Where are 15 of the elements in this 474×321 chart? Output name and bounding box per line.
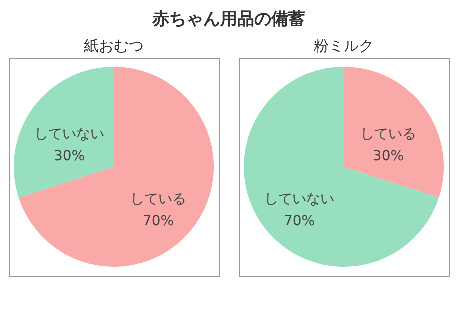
data-label: 70% — [284, 213, 316, 230]
slice-label: している — [130, 191, 186, 208]
pie-slice — [244, 67, 440, 267]
slice-label: していない — [34, 126, 105, 143]
pie-slice — [14, 67, 114, 198]
slice-label: している — [360, 126, 416, 143]
data-label: 30% — [54, 148, 86, 165]
text: 赤ちゃん用品の備蓄 — [152, 10, 306, 30]
pie-slice — [18, 67, 214, 267]
data-label: 30% — [372, 148, 404, 165]
data-label: 70% — [142, 213, 174, 230]
pie-slice — [344, 67, 444, 198]
slice-label: していない — [264, 191, 335, 208]
chart-title: 紙おむつ — [84, 37, 144, 55]
chart-title: 粉ミルク — [314, 37, 374, 55]
